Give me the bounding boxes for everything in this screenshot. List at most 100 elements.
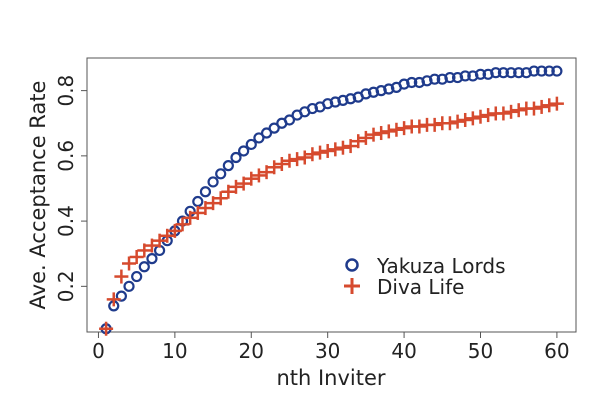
x-tick-label: 60 — [544, 339, 569, 363]
y-tick-label: 0.6 — [54, 140, 78, 172]
data-point — [406, 76, 418, 89]
data-point — [260, 127, 273, 139]
data-point — [122, 256, 137, 271]
data-point — [251, 168, 266, 183]
data-point — [450, 114, 465, 129]
data-point — [412, 119, 427, 134]
data-point — [511, 103, 526, 118]
data-point — [213, 191, 228, 206]
data-point — [551, 65, 563, 77]
x-tick-label: 40 — [391, 339, 416, 363]
data-point — [129, 249, 144, 264]
data-point — [268, 122, 280, 134]
data-point — [504, 104, 519, 119]
data-point — [274, 157, 289, 172]
data-point — [542, 98, 557, 113]
data-point — [534, 99, 549, 114]
data-point — [490, 67, 502, 79]
data-point — [473, 109, 488, 124]
data-point — [320, 143, 335, 158]
data-point — [474, 68, 487, 80]
data-point — [115, 290, 127, 302]
data-point — [381, 124, 396, 139]
data-point — [207, 176, 219, 188]
y-tick-label: 0.4 — [54, 205, 78, 237]
data-point — [481, 108, 496, 123]
plot-frame — [86, 57, 577, 333]
data-point — [228, 179, 243, 194]
data-point — [497, 67, 510, 79]
data-point — [192, 195, 204, 208]
data-point — [496, 106, 511, 121]
legend: Yakuza Lords Diva Life — [344, 254, 506, 299]
data-point — [528, 65, 540, 77]
data-point — [221, 184, 236, 199]
data-point — [230, 151, 242, 164]
data-point — [366, 127, 381, 142]
y-axis: 0.2 0.4 0.6 0.8 — [54, 75, 87, 302]
data-point — [131, 270, 143, 283]
data-point — [290, 152, 305, 167]
data-point — [259, 165, 274, 180]
data-point — [152, 233, 167, 248]
data-point — [374, 126, 389, 141]
data-point — [282, 153, 297, 168]
data-point — [183, 210, 198, 225]
legend-marker-diva-life — [344, 278, 360, 294]
data-point — [313, 145, 328, 160]
legend-label-diva-life: Diva Life — [377, 275, 464, 299]
data-point — [543, 65, 555, 77]
data-point — [328, 142, 343, 157]
data-point — [236, 176, 251, 191]
data-point — [198, 201, 213, 216]
data-point — [206, 196, 221, 211]
data-point — [305, 147, 320, 162]
series-diva-life — [99, 96, 564, 336]
data-point — [245, 138, 257, 151]
data-point — [283, 114, 296, 126]
data-point — [549, 96, 564, 111]
data-point — [343, 139, 358, 154]
data-point — [190, 205, 205, 220]
x-tick-label: 50 — [468, 339, 493, 363]
data-point — [427, 117, 442, 132]
y-tick-label: 0.8 — [54, 75, 78, 107]
data-point — [123, 280, 135, 292]
data-point — [429, 73, 441, 85]
x-axis-label: nth Inviter — [276, 366, 385, 390]
data-point — [459, 70, 471, 82]
data-point — [244, 171, 259, 186]
data-point — [267, 160, 282, 175]
data-point — [397, 121, 412, 136]
data-point — [297, 150, 312, 165]
data-point — [513, 67, 525, 79]
data-point — [458, 112, 473, 127]
data-point — [335, 140, 350, 155]
data-point — [465, 111, 480, 126]
data-point — [175, 217, 190, 232]
data-point — [351, 134, 366, 149]
data-point — [137, 243, 152, 258]
data-point — [144, 238, 159, 253]
data-point — [199, 186, 212, 198]
y-tick-label: 0.2 — [54, 270, 78, 302]
x-tick-label: 0 — [92, 339, 105, 363]
data-point — [358, 130, 373, 145]
data-point — [114, 269, 129, 284]
data-point — [444, 71, 456, 84]
data-point — [215, 168, 227, 180]
data-point — [526, 101, 541, 116]
legend-marker-yakuza-lords — [345, 258, 359, 272]
x-tick-label: 20 — [239, 339, 264, 363]
data-point — [536, 65, 548, 77]
data-point — [146, 253, 158, 265]
data-point — [99, 321, 114, 336]
data-point — [138, 261, 150, 273]
series-yakuza-lords — [100, 65, 563, 335]
data-point — [442, 116, 457, 131]
data-point — [505, 67, 517, 79]
data-point — [160, 228, 175, 243]
legend-label-yakuza-lords: Yakuza Lords — [376, 254, 506, 278]
x-tick-label: 10 — [162, 339, 187, 363]
